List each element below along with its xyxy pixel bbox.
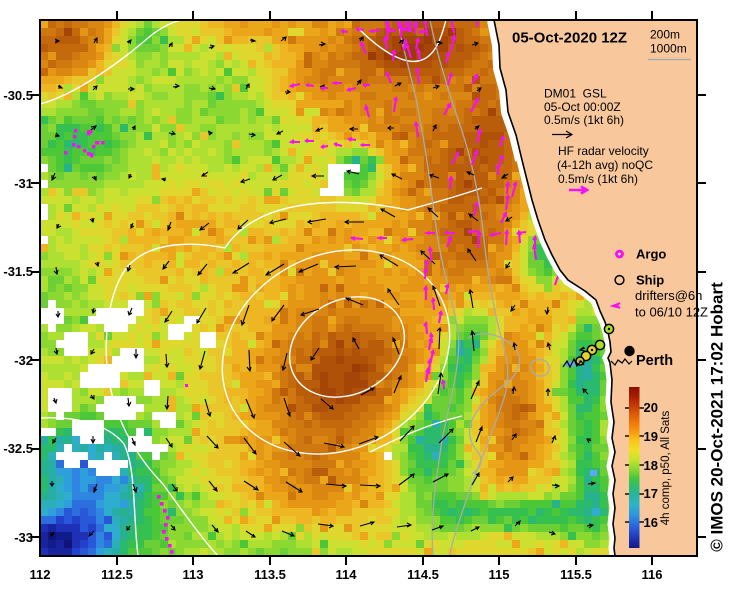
svg-text:Perth: Perth bbox=[636, 353, 673, 369]
svg-text:113.5: 113.5 bbox=[254, 567, 286, 582]
svg-text:0.5m/s (1kt 6h): 0.5m/s (1kt 6h) bbox=[558, 172, 638, 186]
svg-text:19: 19 bbox=[644, 429, 658, 444]
svg-text:-30.5: -30.5 bbox=[3, 88, 33, 103]
svg-text:0.5m/s (1kt 6h): 0.5m/s (1kt 6h) bbox=[544, 113, 624, 127]
svg-text:116: 116 bbox=[642, 567, 663, 582]
svg-text:113: 113 bbox=[183, 567, 204, 582]
svg-text:to 06/10 12Z: to 06/10 12Z bbox=[635, 305, 708, 320]
svg-text:114: 114 bbox=[336, 567, 358, 582]
svg-text:drifters@6h: drifters@6h bbox=[635, 288, 702, 303]
svg-text:HF radar velocity: HF radar velocity bbox=[558, 144, 649, 158]
svg-text:200m: 200m bbox=[650, 28, 680, 42]
svg-text:114.5: 114.5 bbox=[407, 567, 439, 582]
svg-text:-33: -33 bbox=[14, 530, 33, 545]
svg-text:-32.5: -32.5 bbox=[3, 441, 33, 456]
svg-text:112.5: 112.5 bbox=[101, 567, 133, 582]
svg-text:05-Oct-2020 12Z: 05-Oct-2020 12Z bbox=[512, 29, 627, 46]
svg-text:1000m: 1000m bbox=[650, 41, 687, 55]
svg-text:112: 112 bbox=[30, 567, 51, 582]
svg-text:-31: -31 bbox=[14, 176, 33, 191]
svg-text:17: 17 bbox=[644, 486, 658, 501]
svg-text:4h comp, p50, All Sats: 4h comp, p50, All Sats bbox=[660, 411, 672, 526]
svg-text:-31.5: -31.5 bbox=[3, 264, 33, 279]
svg-text:16: 16 bbox=[644, 515, 658, 530]
svg-text:-32: -32 bbox=[14, 353, 33, 368]
svg-text:© IMOS 20-Oct-2021 17:02 Hobar: © IMOS 20-Oct-2021 17:02 Hobart bbox=[708, 282, 727, 552]
svg-text:05-Oct 00:00Z: 05-Oct 00:00Z bbox=[544, 100, 621, 114]
svg-text:20: 20 bbox=[644, 400, 658, 415]
svg-text:Argo: Argo bbox=[636, 247, 666, 262]
svg-text:18: 18 bbox=[644, 458, 658, 473]
svg-text:(4-12h avg) noQC: (4-12h avg) noQC bbox=[557, 158, 653, 172]
svg-text:DM01 GSL: DM01 GSL bbox=[544, 87, 607, 101]
svg-text:115.5: 115.5 bbox=[560, 567, 592, 582]
svg-text:Ship: Ship bbox=[636, 273, 664, 288]
svg-text:115: 115 bbox=[489, 567, 510, 582]
